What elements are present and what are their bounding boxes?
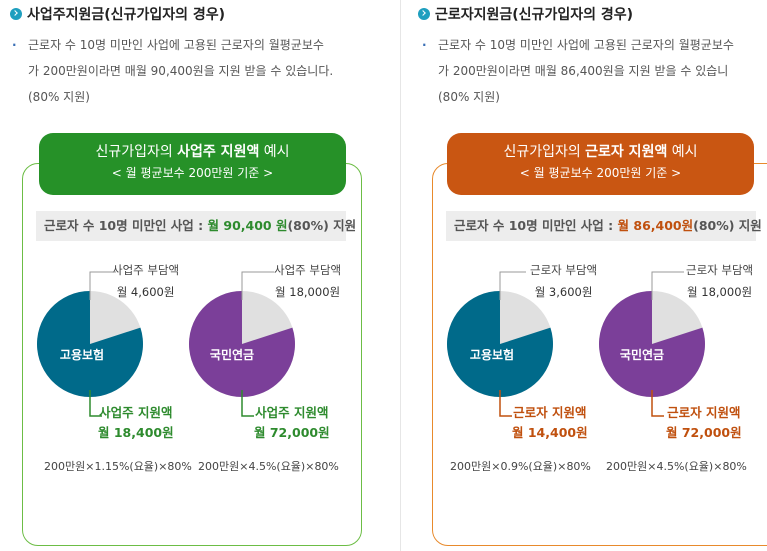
worker-section: 근로자지원금(신규가입자의 경우) · 근로자 수 10명 미만인 사업에 고용… <box>410 0 767 551</box>
pie-support-slice <box>37 291 143 397</box>
header-post: 예시 <box>667 144 698 160</box>
burden-amount: 월 4,600원 <box>116 285 175 299</box>
worker-support-summary: 근로자 수 10명 미만인 사업 : 월 86,400원(80%) 지원 <box>446 211 762 241</box>
chevron-right-circle-icon <box>10 8 22 20</box>
support-label: 근로자 지원액 <box>513 405 587 420</box>
bar-pre: 근로자 수 10명 미만인 사업 : <box>44 218 208 233</box>
employer-pie2-formula: 200만원×4.5%(요율)×80% <box>198 460 339 473</box>
desc-line-3: (80% 지원) <box>28 90 90 104</box>
worker-example-header: 신규가입자의 근로자 지원액 예시 < 월 평균보수 200만원 기준 > <box>447 133 754 195</box>
pie-support-slice <box>189 291 295 397</box>
header-pre: 신규가입자의 <box>95 144 178 160</box>
burden-amount: 월 18,000원 <box>687 285 753 299</box>
support-amount: 월 72,000원 <box>666 425 742 440</box>
header-pre: 신규가입자의 <box>503 144 586 160</box>
header-bold: 근로자 지원액 <box>585 144 668 160</box>
worker-pie1-burden: 근로자 부담액 월 3,600원 <box>530 259 597 303</box>
employer-pie1-burden: 사업주 부담액 월 4,600원 <box>112 259 179 303</box>
burden-amount: 월 18,000원 <box>275 285 341 299</box>
employer-pie2-burden: 사업주 부담액 월 18,000원 <box>274 259 341 303</box>
bar-post: (80%) 지원 <box>287 218 357 233</box>
worker-pie1-formula: 200만원×0.9%(요율)×80% <box>450 460 591 473</box>
pie-support-slice <box>599 291 705 397</box>
worker-pie2-chart: 국민연금 <box>598 290 706 398</box>
pie-center-label: 국민연금 <box>210 347 254 362</box>
bar-pre: 근로자 수 10명 미만인 사업 : <box>454 218 618 233</box>
worker-pie2-support: 근로자 지원액 월 72,000원 <box>666 403 742 443</box>
desc-line-2: 가 200만원이라면 매월 86,400원을 지원 받을 수 있습니 <box>438 64 729 78</box>
burden-label: 사업주 부담액 <box>274 263 342 277</box>
support-label: 사업주 지원액 <box>255 405 329 420</box>
bar-value: 월 86,400원 <box>617 218 694 233</box>
employer-support-summary: 근로자 수 10명 미만인 사업 : 월 90,400 원(80%) 지원 <box>36 211 356 241</box>
header-bold: 사업주 지원액 <box>177 144 260 160</box>
burden-label: 근로자 부담액 <box>530 263 598 277</box>
support-amount: 월 14,400원 <box>512 425 588 440</box>
header-sub: < 월 평균보수 200만원 기준 > <box>519 166 682 180</box>
desc-line-1: 근로자 수 10명 미만인 사업에 고용된 근로자의 월평균보수 <box>438 38 734 52</box>
employer-description: · 근로자 수 10명 미만인 사업에 고용된 근로자의 월평균보수 가 200… <box>12 32 392 110</box>
worker-pie2-burden: 근로자 부담액 월 18,000원 <box>686 259 753 303</box>
desc-line-1: 근로자 수 10명 미만인 사업에 고용된 근로자의 월평균보수 <box>28 38 324 52</box>
employer-section-title: 사업주지원금(신규가입자의 경우) <box>10 4 225 24</box>
worker-section-title: 근로자지원금(신규가입자의 경우) <box>418 4 633 24</box>
support-label: 근로자 지원액 <box>667 405 741 420</box>
chevron-right-circle-icon <box>418 8 430 20</box>
header-post: 예시 <box>259 144 290 160</box>
employer-section: 사업주지원금(신규가입자의 경우) · 근로자 수 10명 미만인 사업에 고용… <box>0 0 397 551</box>
bullet-dot-icon: · <box>422 38 427 52</box>
worker-description: · 근로자 수 10명 미만인 사업에 고용된 근로자의 월평균보수 가 200… <box>422 32 767 110</box>
worker-pie1-support: 근로자 지원액 월 14,400원 <box>512 403 588 443</box>
column-divider <box>400 0 401 551</box>
worker-pie2-formula: 200만원×4.5%(요율)×80% <box>606 460 747 473</box>
worker-pie1-chart: 고용보험 <box>446 290 554 398</box>
employer-pie2-leaders <box>241 271 274 417</box>
desc-line-2: 가 200만원이라면 매월 90,400원을 지원 받을 수 있습니다. <box>28 64 334 78</box>
bar-post: (80%) 지원 <box>693 218 762 233</box>
worker-pie2-leaders <box>651 271 684 417</box>
employer-pie1-chart: 고용보험 <box>36 290 144 398</box>
header-sub: < 월 평균보수 200만원 기준 > <box>111 166 274 180</box>
employer-pie2-support: 사업주 지원액 월 72,000원 <box>254 403 330 443</box>
support-amount: 월 18,400원 <box>98 425 174 440</box>
bullet-dot-icon: · <box>12 38 17 52</box>
support-amount: 월 72,000원 <box>254 425 330 440</box>
burden-label: 사업주 부담액 <box>112 263 180 277</box>
pie-support-slice <box>447 291 553 397</box>
employer-pie2-chart: 국민연금 <box>188 290 296 398</box>
pie-center-label: 고용보험 <box>470 347 514 362</box>
pie-center-label: 고용보험 <box>60 347 104 362</box>
bar-value: 월 90,400 원 <box>207 218 288 233</box>
employer-example-header: 신규가입자의 사업주 지원액 예시 < 월 평균보수 200만원 기준 > <box>39 133 346 195</box>
pie-center-label: 국민연금 <box>620 347 664 362</box>
employer-pie1-support: 사업주 지원액 월 18,400원 <box>98 403 174 443</box>
employer-title-text: 사업주지원금(신규가입자의 경우) <box>27 7 225 23</box>
support-label: 사업주 지원액 <box>99 405 173 420</box>
worker-title-text: 근로자지원금(신규가입자의 경우) <box>435 7 633 23</box>
worker-pie1-leaders <box>499 271 526 417</box>
burden-amount: 월 3,600원 <box>534 285 593 299</box>
burden-label: 근로자 부담액 <box>686 263 754 277</box>
employer-pie1-formula: 200만원×1.15%(요율)×80% <box>44 460 192 473</box>
employer-pie1-leaders <box>89 271 116 417</box>
desc-line-3: (80% 지원) <box>438 90 500 104</box>
